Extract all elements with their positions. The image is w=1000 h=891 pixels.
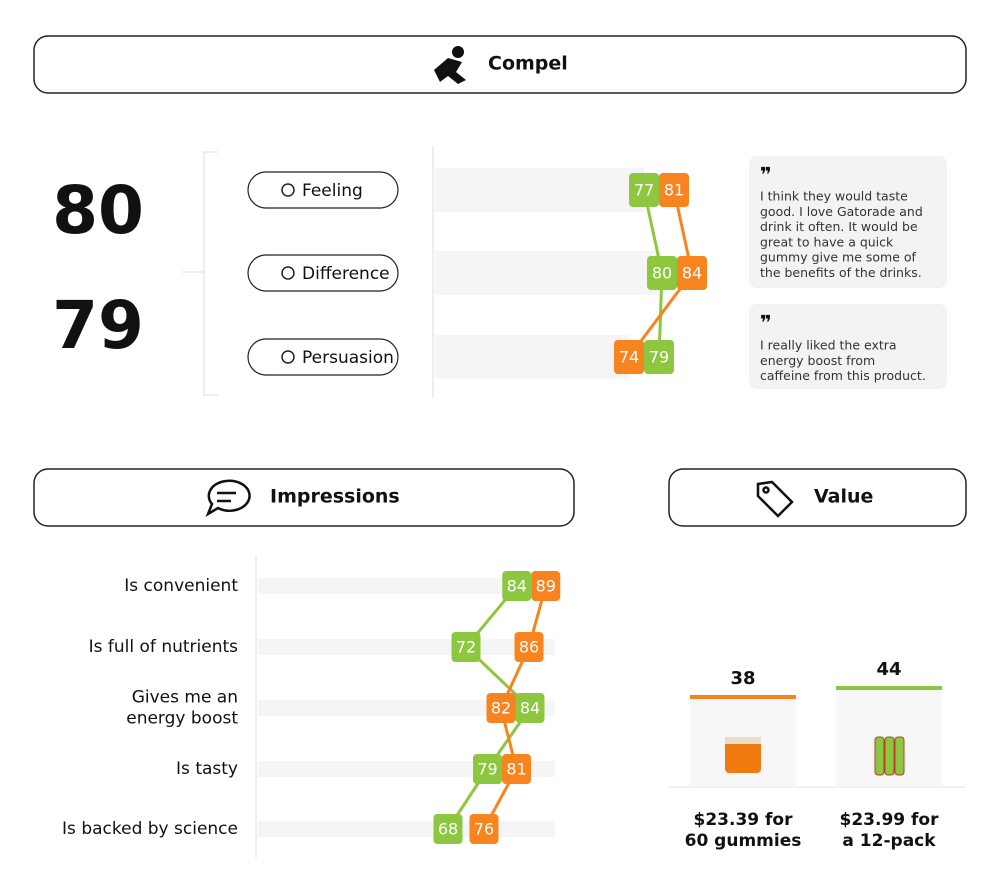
quote-text: good. I love Gatorade and — [760, 204, 923, 219]
row-bar — [258, 821, 555, 837]
row-bar — [258, 639, 555, 655]
row-label: Gives me an — [132, 688, 238, 708]
value-box — [531, 571, 561, 601]
value-box — [473, 754, 502, 784]
value-label: 81 — [664, 181, 684, 200]
quote-text: energy boost from — [760, 353, 875, 368]
value-box — [515, 693, 545, 723]
value-label: 86 — [519, 638, 539, 657]
impressions-title: Impressions — [270, 486, 400, 508]
value-label: 74 — [619, 348, 639, 367]
big-score: 79 — [52, 287, 144, 364]
row-label: Is tasty — [176, 759, 238, 779]
compel-title: Compel — [488, 53, 568, 75]
value-label: 81 — [506, 760, 526, 779]
value-header — [668, 468, 967, 527]
quote-text: gummy give me some of — [760, 250, 917, 265]
row-bar — [258, 578, 555, 594]
pill-label: Difference — [302, 264, 390, 284]
price: $23.39 for — [694, 810, 794, 830]
value-label: 68 — [438, 820, 458, 839]
value-label: 84 — [682, 264, 702, 283]
quote-text: the benefits of the drinks. — [760, 265, 922, 280]
value-label: 82 — [491, 699, 511, 718]
product-image — [894, 736, 905, 776]
row-label: energy boost — [126, 709, 238, 729]
big-score: 80 — [52, 172, 144, 249]
value-label: 79 — [477, 760, 497, 779]
quote-box — [749, 156, 947, 288]
product-image — [725, 737, 761, 773]
quote-text: I really liked the extra — [760, 338, 897, 353]
quote-mark: ❞ — [760, 311, 772, 335]
value-box — [644, 340, 674, 374]
pill-label: Persuasion — [302, 348, 394, 368]
pill — [247, 338, 399, 376]
product-image — [874, 736, 885, 776]
pill — [247, 171, 399, 209]
value-box — [647, 256, 677, 290]
row-label: Is backed by science — [62, 819, 238, 839]
value-label: 89 — [536, 577, 556, 596]
quote-box — [749, 304, 947, 389]
bracket — [182, 151, 218, 396]
impressions-header — [33, 468, 575, 527]
value-box — [659, 173, 689, 207]
price: 60 gummies — [685, 831, 802, 851]
quote-text: drink it often. It would be — [760, 219, 918, 234]
value-box — [469, 814, 499, 844]
product-image — [884, 736, 895, 776]
value-label: 38 — [730, 668, 755, 689]
price: $23.99 for — [840, 810, 940, 830]
row-label: Is full of nutrients — [89, 637, 238, 657]
price: a 12-pack — [842, 831, 936, 851]
value-label: 80 — [652, 264, 672, 283]
quote-text: great to have a quick — [760, 234, 894, 249]
row-bar — [258, 700, 555, 716]
quote-text: I think they would taste — [760, 189, 908, 204]
value-box — [614, 340, 644, 374]
pill-label: Feeling — [302, 181, 363, 201]
row-bar — [435, 168, 644, 212]
value-label: 84 — [520, 699, 540, 718]
value-title: Value — [814, 486, 873, 508]
value-box — [502, 754, 531, 784]
pill-icon — [281, 183, 295, 197]
value-icon — [756, 480, 794, 518]
row-label: Is convenient — [124, 576, 238, 596]
value-label: 77 — [634, 181, 654, 200]
value-label: 44 — [876, 659, 901, 680]
quote-text: caffeine from this product. — [760, 368, 926, 383]
value-box — [677, 256, 707, 290]
pill-icon — [281, 350, 295, 364]
row-bar — [435, 251, 662, 295]
compel-icon — [434, 46, 466, 84]
quote-mark: ❞ — [760, 163, 772, 187]
product-lid — [725, 737, 761, 744]
value-box — [451, 632, 481, 662]
value-box — [433, 814, 463, 844]
impressions-icon — [205, 479, 251, 517]
row-bar — [435, 335, 629, 379]
pill-icon — [281, 266, 295, 280]
value-label: 79 — [649, 348, 669, 367]
value-label: 84 — [507, 577, 527, 596]
value-box — [514, 632, 544, 662]
value-label: 72 — [456, 638, 476, 657]
value-box — [502, 571, 532, 601]
pill — [247, 254, 399, 292]
value-label: 76 — [474, 820, 494, 839]
compel-header — [33, 35, 967, 94]
value-box — [486, 693, 516, 723]
value-box — [629, 173, 659, 207]
